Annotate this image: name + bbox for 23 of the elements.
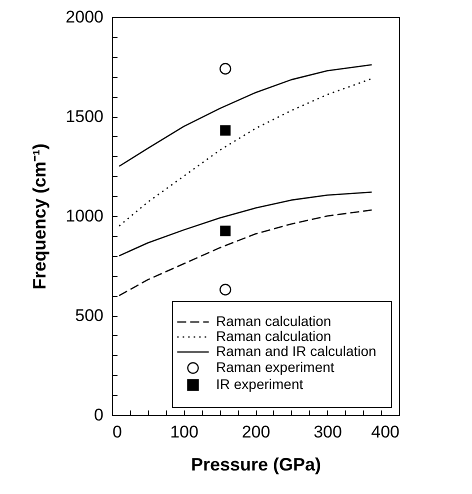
line-series	[118, 64, 372, 167]
point	[220, 125, 231, 136]
legend-label: Raman calculation	[216, 328, 332, 344]
y-tick-label: 2000	[66, 8, 104, 26]
x-axis-title: Pressure (GPa)	[190, 454, 322, 474]
y-tick-label: 1000	[66, 206, 104, 226]
line-series	[118, 78, 372, 227]
y-tick-label: 0	[94, 406, 104, 424]
x-tick-label: 300	[314, 422, 342, 442]
y-tick-label: 1500	[66, 107, 104, 126]
legend-label: Raman experiment	[216, 359, 334, 375]
point	[220, 62, 232, 75]
x-tick-label: 200	[242, 422, 270, 442]
y-axis-title: Frequency (cm⁻¹)	[30, 143, 50, 290]
y-tick-label: 500	[75, 306, 104, 325]
x-tick-label: 0	[112, 422, 122, 442]
point	[220, 226, 231, 236]
legend-label: Raman and IR calculation	[216, 343, 376, 359]
legend-label: IR experiment	[216, 376, 304, 392]
x-tick-label: 100	[170, 422, 198, 442]
x-tick-label: 400	[371, 422, 400, 442]
legend-label: Raman calculation	[216, 313, 332, 329]
point	[220, 284, 232, 296]
